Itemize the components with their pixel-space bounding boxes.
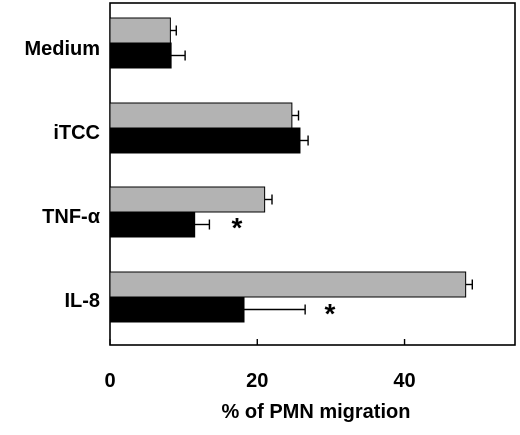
bar-1-2 — [109, 186, 266, 213]
x-tick-label-0: 0 — [104, 370, 115, 392]
significance-mark-0: * — [232, 212, 243, 243]
plot-frame — [109, 2, 516, 346]
bar-2-2 — [109, 211, 196, 238]
category-label-3: IL-8 — [64, 290, 100, 312]
bar-2-0 — [109, 42, 172, 69]
bar-1-3 — [109, 271, 467, 298]
category-label-1: iTCC — [53, 122, 100, 144]
x-tick-label-2: 40 — [393, 370, 415, 392]
bar-2-3 — [109, 296, 245, 323]
category-label-0: Medium — [24, 38, 100, 60]
bar-2-1 — [109, 127, 301, 154]
bar-1-0 — [109, 17, 171, 44]
bar-1-1 — [109, 102, 293, 129]
x-tick-label-1: 20 — [246, 370, 268, 392]
category-label-2: TNF-α — [42, 206, 101, 228]
significance-mark-1: * — [325, 298, 336, 329]
x-axis-label: % of PMN migration — [222, 401, 411, 423]
plot-area: Medium iTCC TNF-α IL-8 0 20 40 * * — [24, 2, 516, 392]
